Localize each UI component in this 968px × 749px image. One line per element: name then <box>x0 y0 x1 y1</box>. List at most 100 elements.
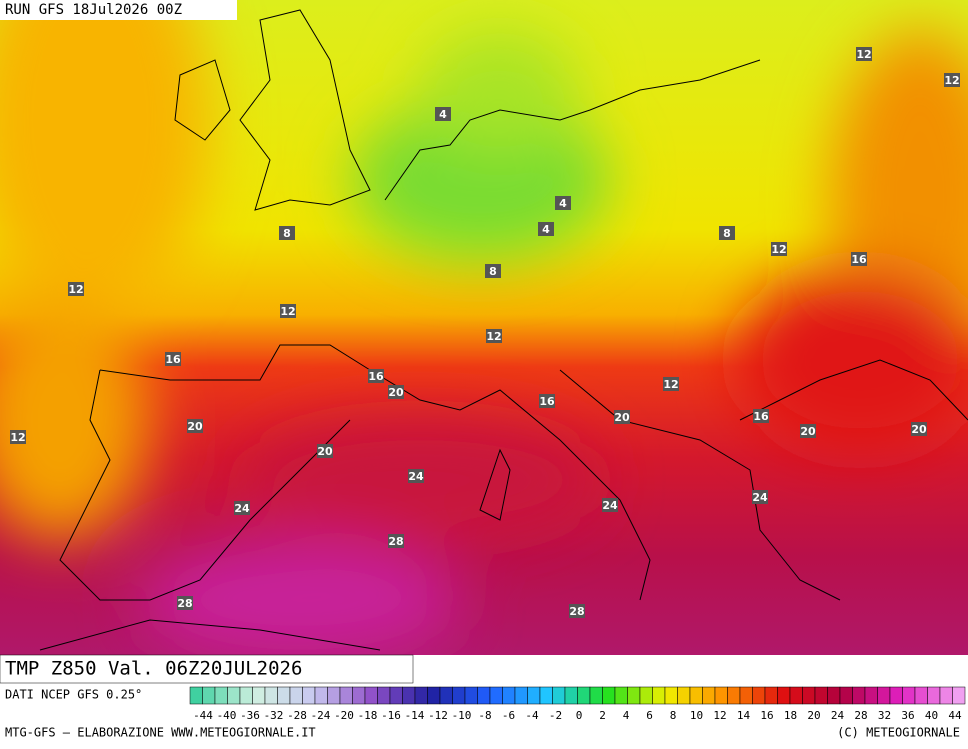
contour-label-box <box>388 385 404 399</box>
header-box <box>0 0 237 20</box>
contour-label-box <box>614 410 630 424</box>
scale-swatch <box>389 686 403 705</box>
scale-swatch <box>264 686 278 705</box>
contour-label-box <box>800 424 816 438</box>
map-title: TMP Z850 Val. 06Z20JUL2026 <box>5 658 302 680</box>
scale-swatch <box>914 686 928 705</box>
contour-label-box <box>485 264 501 278</box>
contour-label: 16 <box>165 353 181 366</box>
contour-label-box <box>911 422 927 436</box>
scale-swatch <box>464 686 478 705</box>
scale-label: -4 <box>525 709 539 722</box>
scale-swatch <box>939 686 953 705</box>
scale-swatch <box>302 686 316 705</box>
scale-label: 18 <box>784 709 797 722</box>
scale-swatch <box>414 686 428 705</box>
contour-label: 24 <box>602 499 618 512</box>
scale-swatch <box>202 686 216 705</box>
contour-label: 8 <box>283 227 291 240</box>
scale-swatch <box>752 686 766 705</box>
contour-label: 8 <box>489 265 497 278</box>
contour-label-box <box>752 490 768 504</box>
contour-label: 24 <box>752 491 768 504</box>
scale-label: -8 <box>478 709 491 722</box>
contour-label: 12 <box>10 431 25 444</box>
scale-swatch <box>689 686 703 705</box>
scale-swatch <box>402 686 416 705</box>
scale-swatch <box>364 686 378 705</box>
scale-label: -28 <box>287 709 307 722</box>
contour-label: 24 <box>408 470 424 483</box>
scale-label: -24 <box>311 709 331 722</box>
contour-label: 16 <box>368 370 384 383</box>
scale-label: 36 <box>901 709 914 722</box>
scale-swatch <box>952 686 966 705</box>
scale-swatch <box>877 686 891 705</box>
scale-swatch <box>802 686 816 705</box>
scale-label: 28 <box>854 709 867 722</box>
scale-swatch <box>702 686 716 705</box>
scale-swatch <box>564 686 578 705</box>
contour-label-box <box>165 352 181 366</box>
contour-label: 20 <box>317 445 333 458</box>
scale-label: 20 <box>807 709 820 722</box>
contour-label: 12 <box>68 283 83 296</box>
contour-label: 16 <box>851 253 867 266</box>
contour-label: 24 <box>234 502 250 515</box>
contour-label-box <box>408 469 424 483</box>
scale-swatch <box>789 686 803 705</box>
scale-swatch <box>602 686 616 705</box>
contour-label: 28 <box>388 535 403 548</box>
scale-label: 12 <box>713 709 726 722</box>
scale-label: -36 <box>240 709 260 722</box>
scale-swatch <box>627 686 641 705</box>
contour-label-box <box>539 394 555 408</box>
contour-label: 16 <box>539 395 555 408</box>
contour-label-box <box>602 498 618 512</box>
scale-swatch <box>277 686 291 705</box>
scale-swatch <box>852 686 866 705</box>
contour-label: 12 <box>771 243 786 256</box>
contour-label: 4 <box>559 197 567 210</box>
contour-label-box <box>10 430 26 444</box>
scale-label: -18 <box>358 709 378 722</box>
scale-label: -2 <box>549 709 562 722</box>
scale-label: 40 <box>925 709 938 722</box>
scale-label: 2 <box>599 709 606 722</box>
scale-label: 8 <box>670 709 677 722</box>
scale-swatch <box>652 686 666 705</box>
scale-swatch <box>714 686 728 705</box>
scale-label: 0 <box>576 709 583 722</box>
scale-swatch <box>514 686 528 705</box>
contour-label-box <box>663 377 679 391</box>
contour-label: 8 <box>723 227 731 240</box>
scale-swatch <box>527 686 541 705</box>
contour-label: 4 <box>542 223 550 236</box>
scale-swatch <box>864 686 878 705</box>
scale-swatch <box>189 686 203 705</box>
scale-swatch <box>764 686 778 705</box>
contour-label-box <box>317 444 333 458</box>
contour-label: 12 <box>486 330 501 343</box>
copyright-label: (C) METEOGIORNALE <box>837 726 960 740</box>
scale-swatch <box>577 686 591 705</box>
contour-label: 16 <box>753 410 769 423</box>
scale-swatch <box>889 686 903 705</box>
title-box <box>0 654 414 684</box>
scale-swatch <box>589 686 603 705</box>
contour-label-box <box>856 47 872 61</box>
scale-swatch <box>452 686 466 705</box>
contour-label-box <box>569 604 585 618</box>
scale-swatch <box>377 686 391 705</box>
scale-swatch <box>839 686 853 705</box>
contour-label: 12 <box>944 74 959 87</box>
contour-label-box <box>279 226 295 240</box>
contour-label-box <box>234 501 250 515</box>
scale-swatch <box>639 686 653 705</box>
scale-label: 24 <box>831 709 845 722</box>
scale-swatch <box>677 686 691 705</box>
contour-label-box <box>68 282 84 296</box>
contour-label-box <box>368 369 384 383</box>
scale-swatch <box>489 686 503 705</box>
